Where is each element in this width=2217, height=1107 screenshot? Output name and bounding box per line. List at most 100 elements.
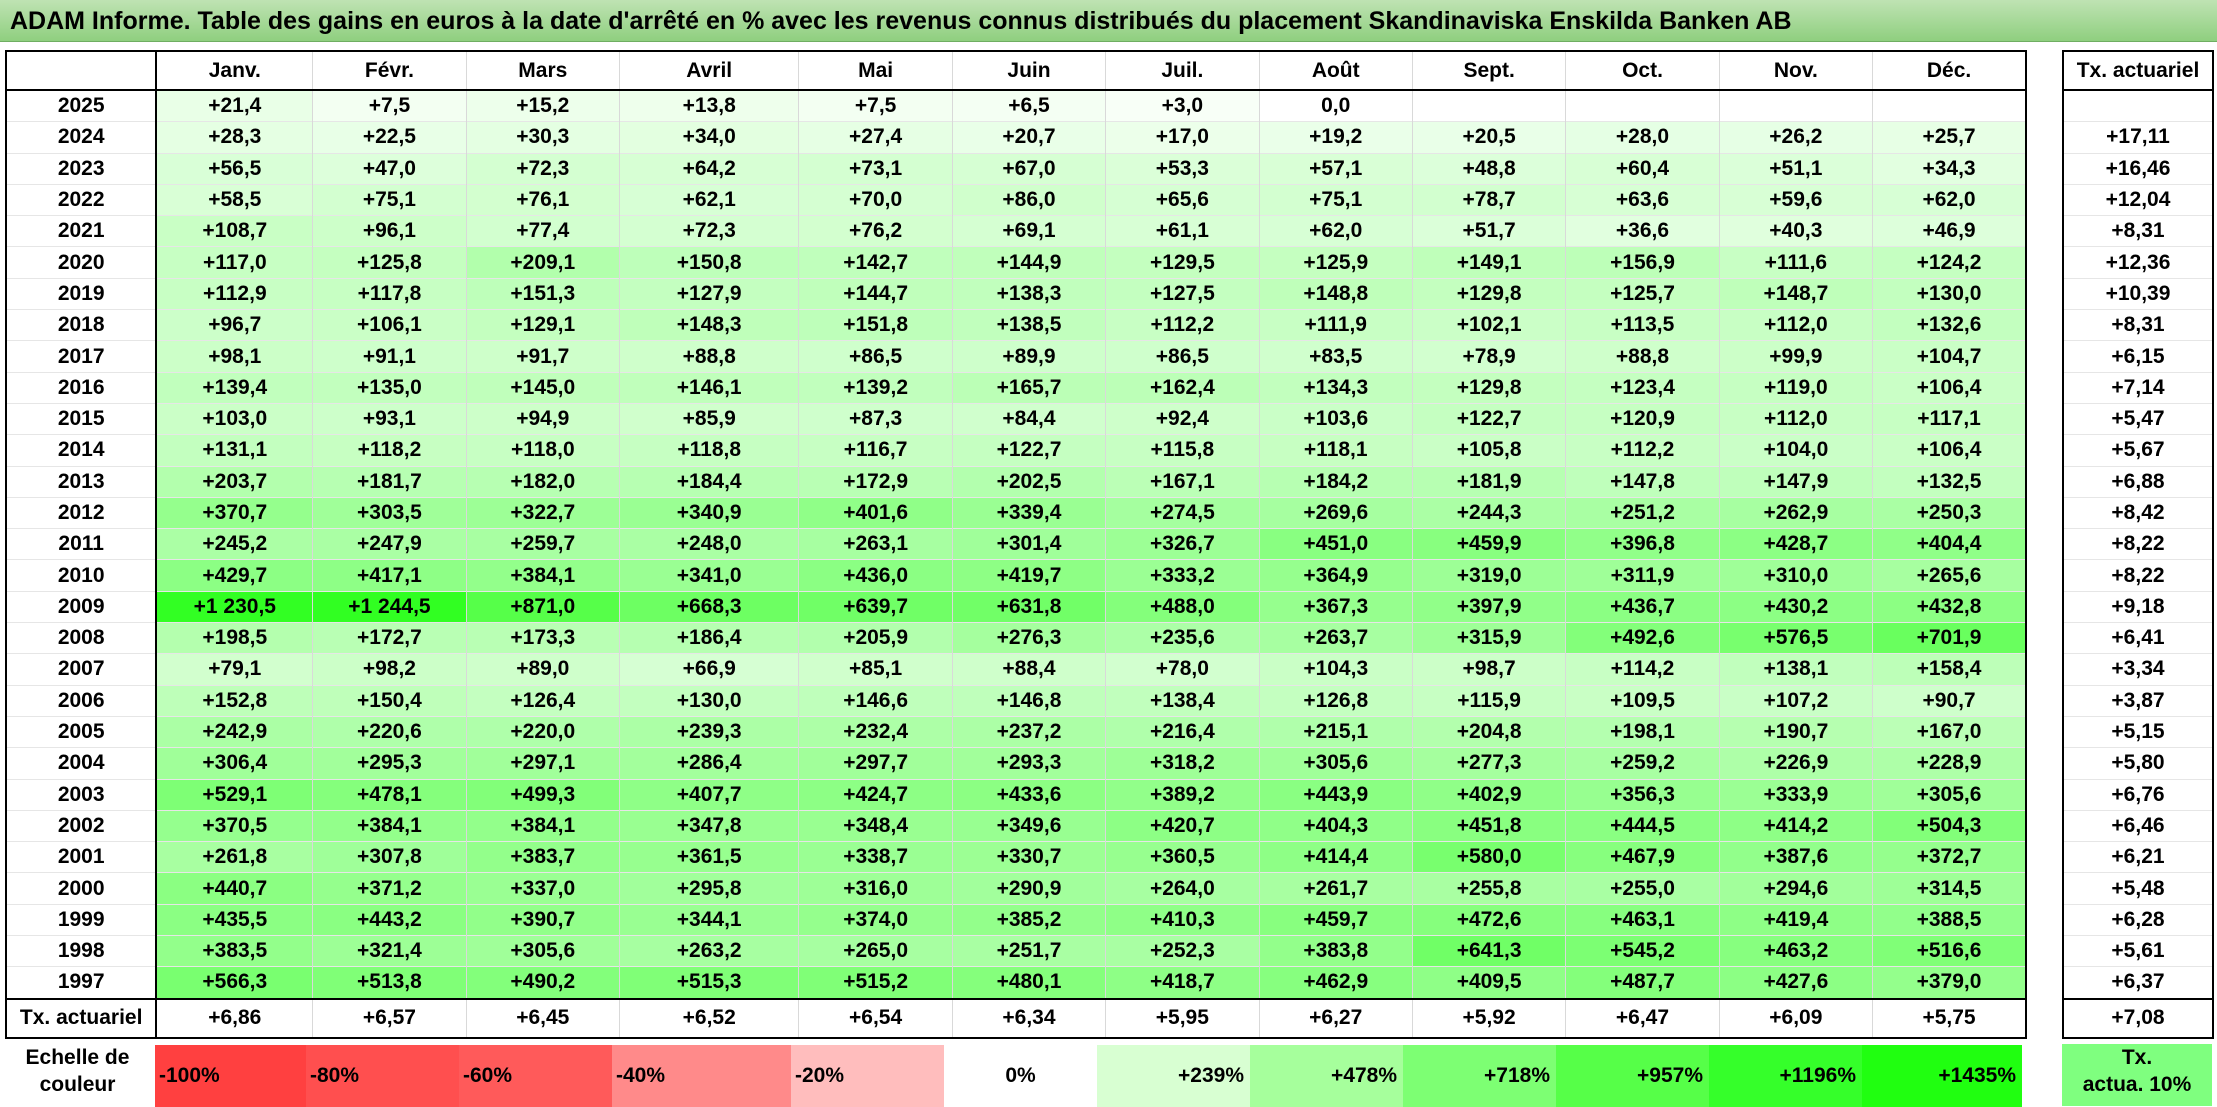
gain-cell: +220,6 <box>312 715 467 748</box>
rate-row: +5,61 <box>2063 935 2213 967</box>
year-label: 2014 <box>6 434 158 467</box>
rate-cell: +6,88 <box>2063 465 2213 498</box>
color-scale-swatch: +1196% <box>1709 1045 1862 1107</box>
rate-cell: +12,36 <box>2063 246 2213 279</box>
gain-cell: +374,0 <box>798 903 953 936</box>
rate-row: +8,22 <box>2063 559 2213 592</box>
gain-cell: +274,5 <box>1105 496 1260 529</box>
table-row: 2025 +21,4 +7,5 +15,2 +13,8 +7,5 +6,5 +3,0 0,0 <box>6 89 2027 123</box>
table-row: 2022 +58,5 +75,1 +76,1 +62,1 +70,0 +86,0 +65,6 +… <box>6 183 2027 216</box>
gain-cell: +145,0 <box>465 371 620 404</box>
gain-cell: +414,4 <box>1258 841 1413 873</box>
gain-cell: +65,6 <box>1105 183 1260 216</box>
gain-cell: +129,1 <box>465 309 620 341</box>
gain-cell: +165,7 <box>951 371 1107 404</box>
gain-cell: +319,0 <box>1411 559 1567 592</box>
gain-cell: +167,0 <box>1872 715 2027 748</box>
gain-cell: +46,9 <box>1872 215 2027 247</box>
gain-cell: +129,5 <box>1105 246 1260 279</box>
gain-cell: +297,1 <box>465 747 620 780</box>
gain-cell: +244,3 <box>1411 496 1567 529</box>
gain-cell: +316,0 <box>798 872 953 905</box>
rate-cell: +8,22 <box>2063 528 2213 560</box>
gain-cell: +443,2 <box>312 903 467 936</box>
gain-cell: +440,7 <box>155 872 314 905</box>
gain-cell: +78,9 <box>1411 340 1567 373</box>
month-header: Août <box>1258 51 1413 91</box>
gain-cell: +237,2 <box>951 715 1107 748</box>
rate-row: +6,76 <box>2063 778 2213 811</box>
gain-cell: +66,9 <box>618 653 800 686</box>
gain-cell: +265,6 <box>1872 559 2027 592</box>
gain-cell: +184,2 <box>1258 465 1413 498</box>
rate-cell: +8,42 <box>2063 496 2213 529</box>
gain-cell: +122,7 <box>1411 402 1567 435</box>
gain-cell: +70,0 <box>798 183 953 216</box>
gain-cell: +148,3 <box>618 309 800 341</box>
rate-cell: +16,46 <box>2063 152 2213 185</box>
gain-cell: +59,6 <box>1718 183 1874 216</box>
color-scale-swatch: +957% <box>1556 1045 1709 1107</box>
table-row: 2009 +1 230,5 +1 244,5 +871,0 +668,3 +639,7 +6… <box>6 590 2027 623</box>
gain-cell: +252,3 <box>1105 935 1260 967</box>
gain-cell: +91,1 <box>312 340 467 373</box>
gain-cell: +410,3 <box>1105 903 1260 936</box>
gain-cell: +129,8 <box>1411 371 1567 404</box>
gain-cell: +152,8 <box>155 684 314 717</box>
gain-cell: +73,1 <box>798 152 953 185</box>
gain-cell: +265,0 <box>798 935 953 967</box>
color-scale-swatch: +1435% <box>1862 1045 2022 1107</box>
footer-rate-cell: +6,57 <box>312 997 467 1038</box>
gain-cell: +78,7 <box>1411 183 1567 216</box>
gain-cell: +428,7 <box>1718 528 1874 560</box>
gain-cell: +93,1 <box>312 402 467 435</box>
rate-row: +6,28 <box>2063 903 2213 936</box>
gain-cell: +337,0 <box>465 872 620 905</box>
gain-cell: +361,5 <box>618 841 800 873</box>
gain-cell: +263,7 <box>1258 622 1413 654</box>
gain-cell: +333,2 <box>1105 559 1260 592</box>
gain-cell: +286,4 <box>618 747 800 780</box>
gain-cell: +261,8 <box>155 841 314 873</box>
gain-cell: +98,2 <box>312 653 467 686</box>
gain-cell: +263,1 <box>798 528 953 560</box>
year-label: 2004 <box>6 747 158 780</box>
gain-cell: +277,3 <box>1411 747 1567 780</box>
gain-cell: +315,9 <box>1411 622 1567 654</box>
gain-cell: +112,0 <box>1718 402 1874 435</box>
table-row: 2000 +440,7 +371,2 +337,0 +295,8 +316,0 +290,9… <box>6 872 2027 905</box>
gain-cell: +385,2 <box>951 903 1107 936</box>
gain-cell: +245,2 <box>155 528 314 560</box>
gain-cell: +305,6 <box>1872 778 2027 811</box>
gain-cell: +34,0 <box>618 121 800 154</box>
gain-cell: +203,7 <box>155 465 314 498</box>
header-row: Janv. Févr. Mars Avril Mai Juin Juil. Août Sept.… <box>6 51 2027 91</box>
gain-cell: +184,4 <box>618 465 800 498</box>
year-label: 2005 <box>6 715 158 748</box>
gain-cell: +67,0 <box>951 152 1107 185</box>
gain-cell: +444,5 <box>1565 809 1720 842</box>
gain-cell: +127,5 <box>1105 277 1260 310</box>
gain-cell: +295,8 <box>618 872 800 905</box>
gain-cell: +88,8 <box>1565 340 1720 373</box>
year-label: 2011 <box>6 528 158 560</box>
footer-rate-cell: +6,45 <box>465 997 620 1038</box>
table-row: 2003 +529,1 +478,1 +499,3 +407,7 +424,7 +433,6… <box>6 778 2027 811</box>
gain-cell: +424,7 <box>798 778 953 811</box>
year-label: 2009 <box>6 590 158 623</box>
gain-cell: +255,0 <box>1565 872 1720 905</box>
table-row: 1998 +383,5 +321,4 +305,6 +263,2 +265,0 +251,7… <box>6 935 2027 967</box>
gain-cell: +255,8 <box>1411 872 1567 905</box>
gain-cell: +96,7 <box>155 309 314 341</box>
gain-cell: +251,7 <box>951 935 1107 967</box>
footer-row: Tx. actuariel +6,86 +6,57 +6,45 +6,52 +6,54 +6… <box>6 997 2027 1038</box>
gain-cell: +115,9 <box>1411 684 1567 717</box>
gain-cell: +419,4 <box>1718 903 1874 936</box>
gain-cell: +333,9 <box>1718 778 1874 811</box>
gain-cell: +545,2 <box>1565 935 1720 967</box>
rate-cell: +7,14 <box>2063 371 2213 404</box>
gain-cell: +432,8 <box>1872 590 2027 623</box>
gain-cell: +56,5 <box>155 152 314 185</box>
gain-cell: +349,6 <box>951 809 1107 842</box>
gain-cell: +387,6 <box>1718 841 1874 873</box>
